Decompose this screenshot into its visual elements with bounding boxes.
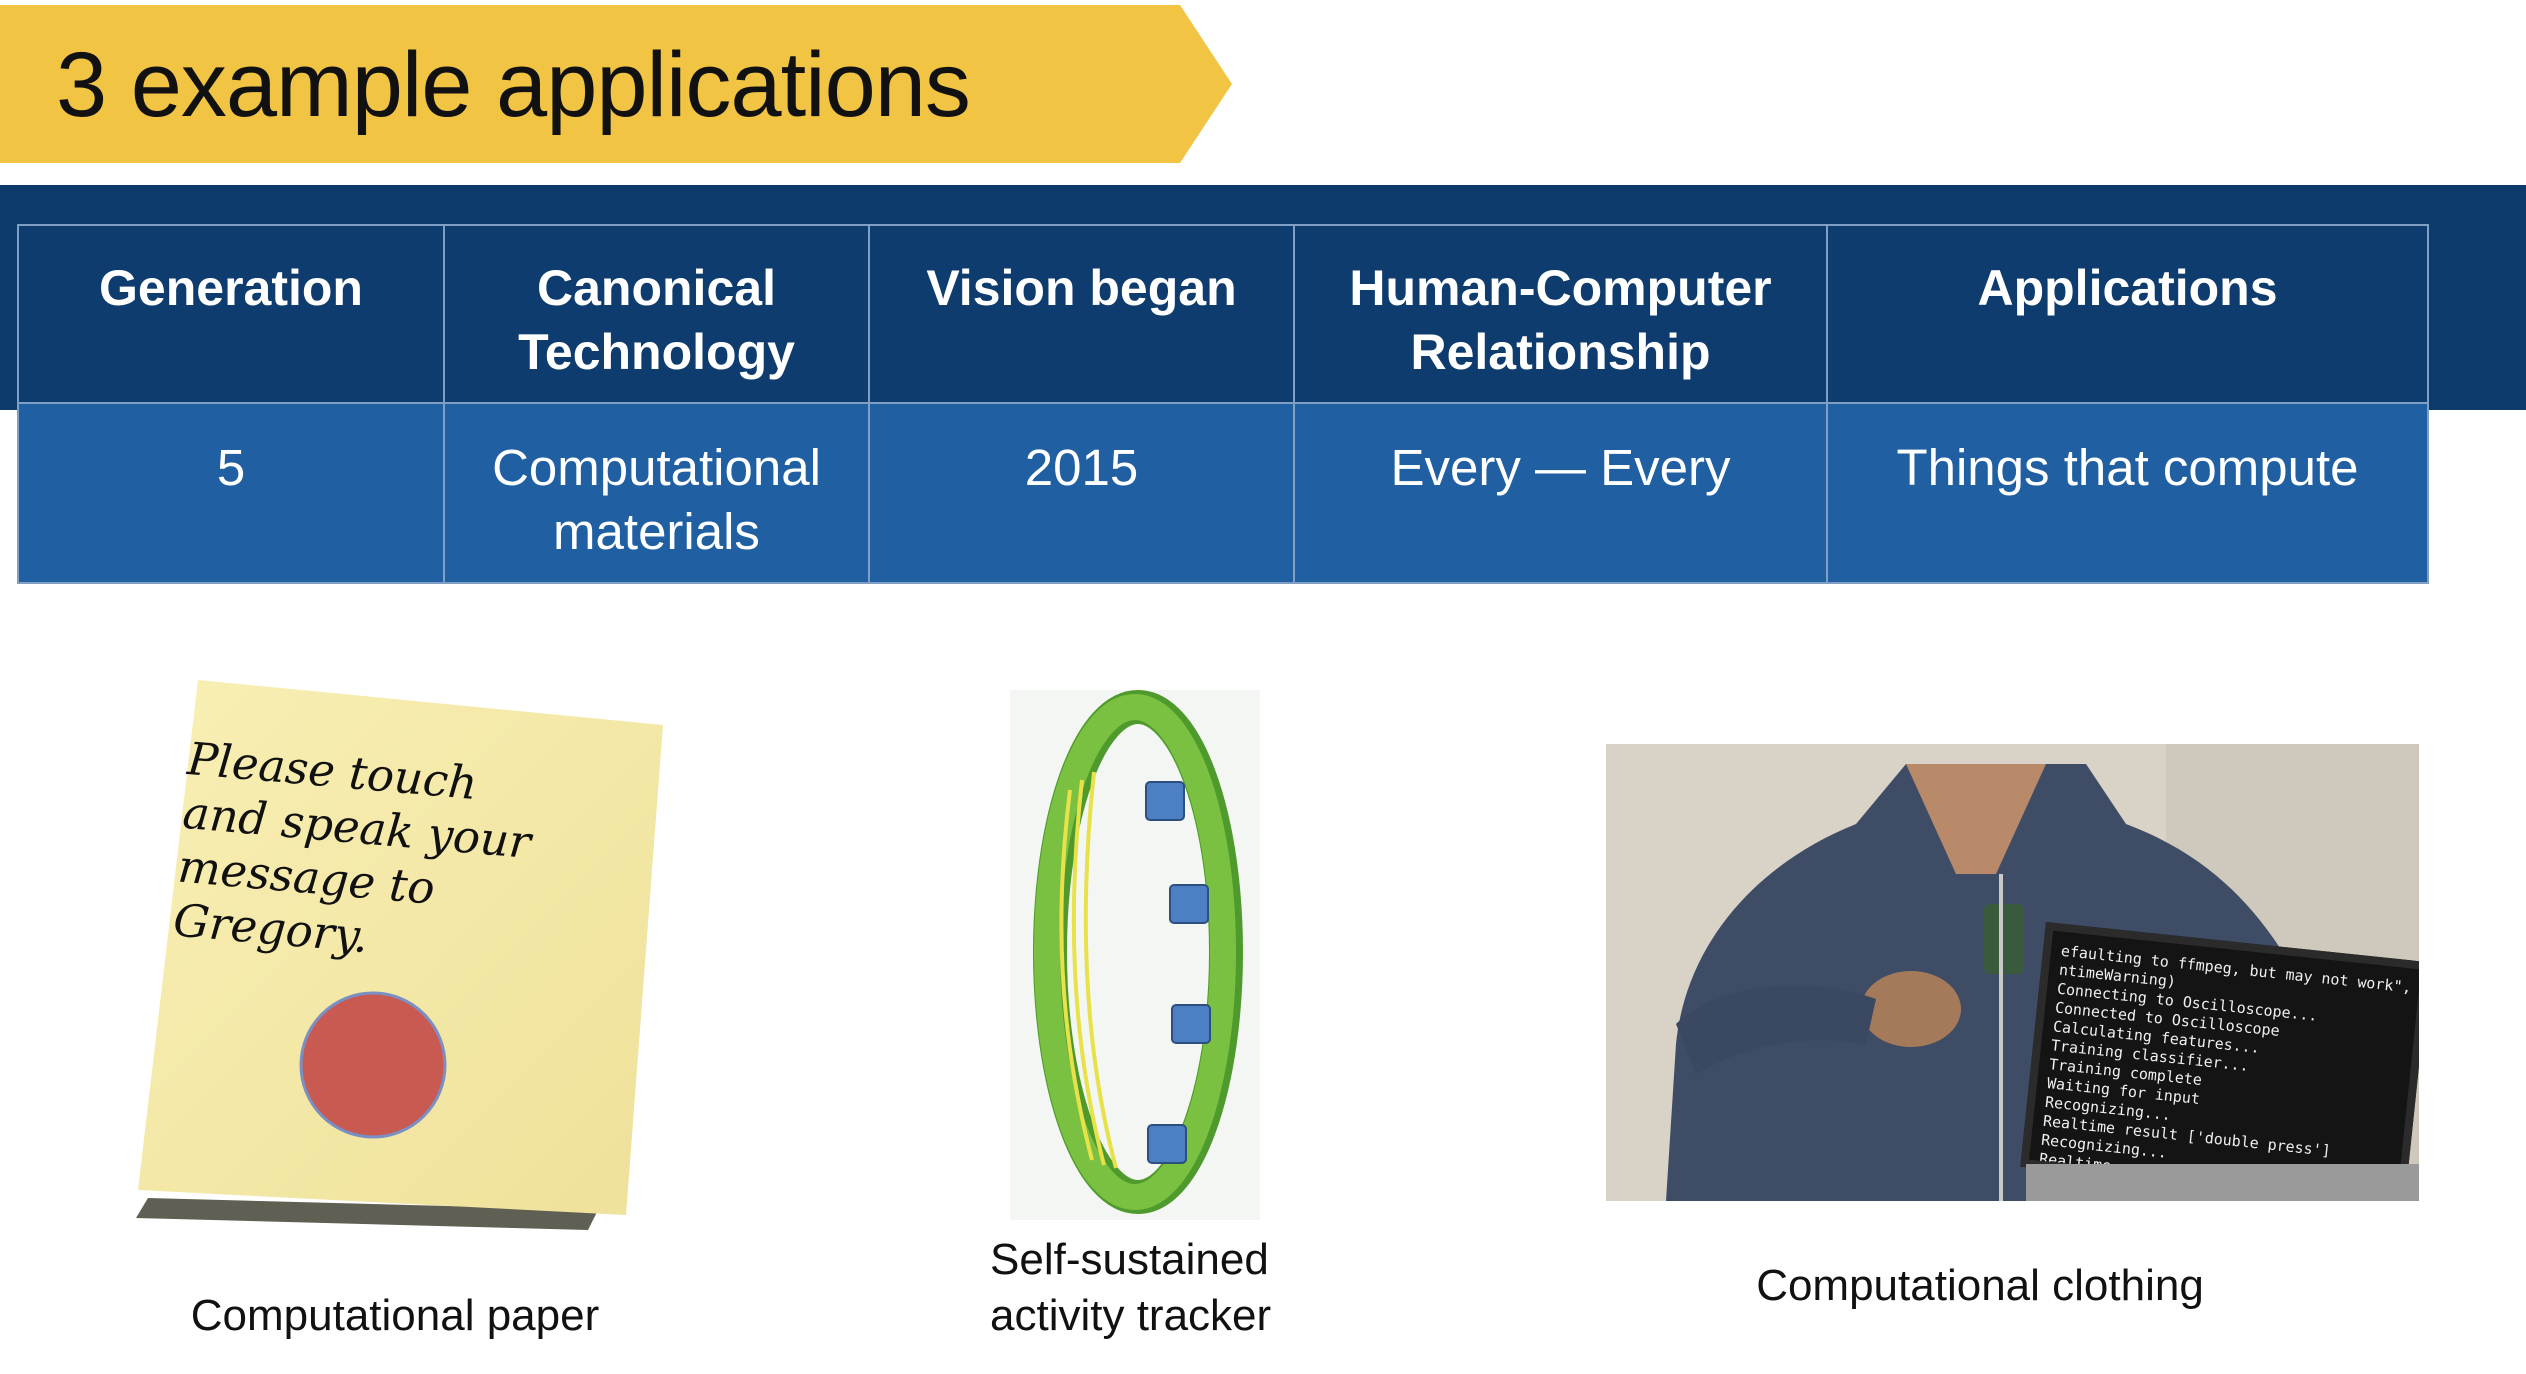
clothing-photo: efaulting to ffmpeg, but may not work", … — [1606, 744, 2419, 1201]
cell-applications: Things that compute — [1826, 402, 2429, 584]
header-human-computer-relationship: Human-Computer Relationship — [1293, 224, 1828, 404]
sticky-note-text: Please touch and speak your message to G… — [171, 732, 533, 964]
record-button-icon — [299, 991, 447, 1139]
title-banner: 3 example applications — [0, 5, 1235, 163]
sticky-note-figure: Please touch and speak your message to G… — [118, 670, 678, 1250]
sticky-note-graphic — [136, 680, 663, 1230]
laptop-base — [2026, 1164, 2419, 1201]
table-header-row: Generation Canonical Technology Vision b… — [17, 224, 2429, 404]
sensor-module-icon — [1147, 1124, 1187, 1164]
cell-human-computer-relationship: Every — Every — [1293, 402, 1828, 584]
sensor-module-icon — [1145, 781, 1185, 821]
caption-computational-paper: Computational paper — [190, 1291, 600, 1340]
sensor-module-icon — [1169, 884, 1209, 924]
header-generation: Generation — [17, 224, 445, 404]
laptop-screen: efaulting to ffmpeg, but may not work", … — [2020, 922, 2419, 1201]
banner-arrow-shape — [0, 5, 1232, 163]
header-canonical-technology: Canonical Technology — [443, 224, 870, 404]
generation-table: Generation Canonical Technology Vision b… — [17, 224, 2429, 584]
sensor-module-icon — [1171, 1004, 1211, 1044]
cell-vision-began: 2015 — [868, 402, 1295, 584]
header-applications: Applications — [1826, 224, 2429, 404]
table-row: 5 Computational materials 2015 Every — E… — [17, 402, 2429, 584]
cell-canonical-technology: Computational materials — [443, 402, 870, 584]
caption-computational-clothing: Computational clothing — [1756, 1261, 2204, 1310]
wearable-sensor-icon — [1984, 904, 2024, 974]
cell-generation: 5 — [17, 402, 445, 584]
wristband-graphic — [1010, 690, 1260, 1220]
wristband-figure — [1010, 690, 1260, 1220]
header-vision-began: Vision began — [868, 224, 1295, 404]
caption-activity-tracker: Self-sustained activity tracker — [990, 1235, 1272, 1340]
terminal-output: efaulting to ffmpeg, but may not work", … — [2038, 941, 2413, 1192]
slide-title: 3 example applications — [56, 34, 971, 136]
